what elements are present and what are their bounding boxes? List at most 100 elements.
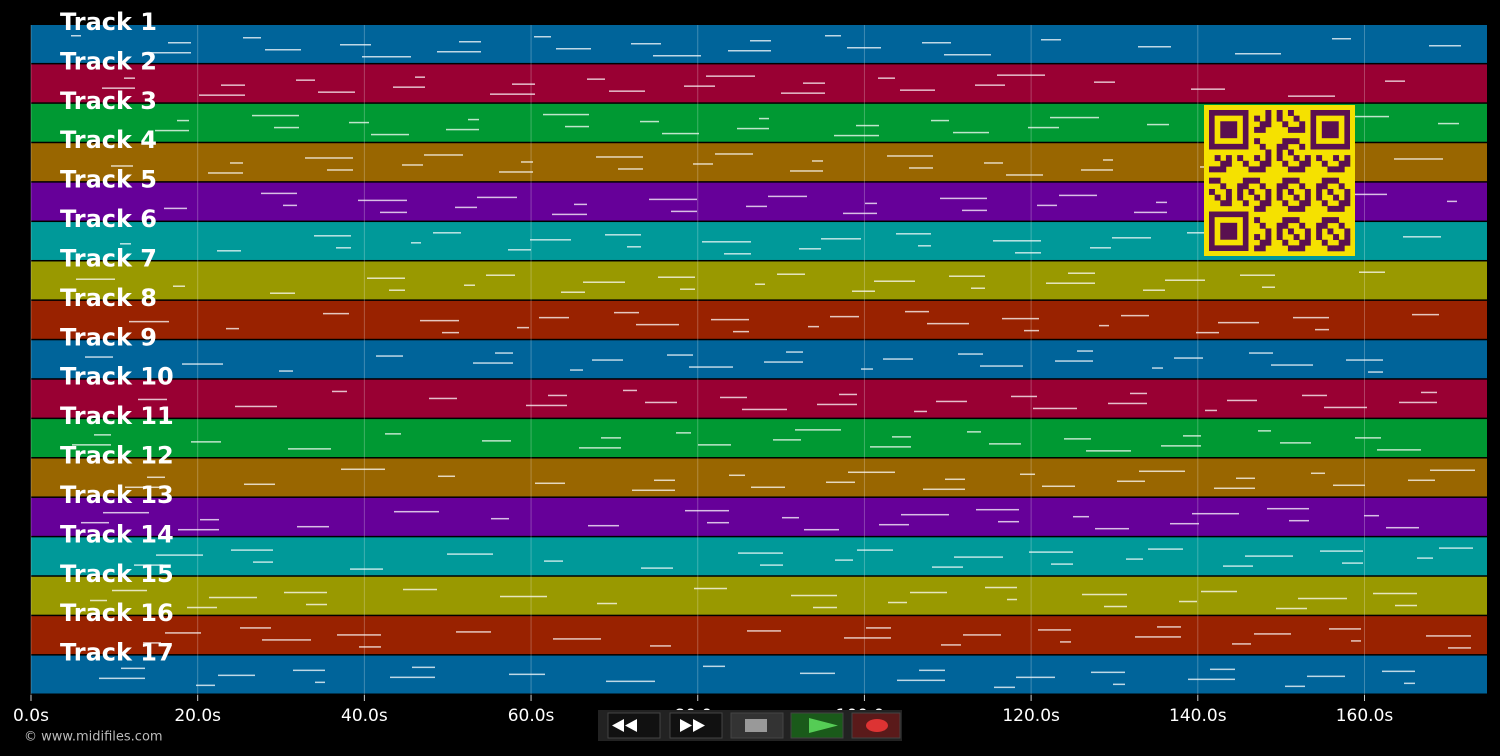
- note-texture: [1156, 201, 1167, 204]
- qr-module: [1259, 245, 1266, 252]
- note-texture: [1183, 435, 1201, 437]
- note-texture: [124, 77, 135, 79]
- qr-module: [1276, 222, 1283, 229]
- note-texture: [711, 318, 749, 321]
- note-texture: [482, 440, 511, 442]
- note-texture: [662, 132, 699, 135]
- qr-module: [1299, 183, 1306, 190]
- note-texture: [1037, 204, 1057, 207]
- note-texture: [318, 91, 355, 93]
- stop-button[interactable]: [730, 712, 784, 739]
- qr-module: [1304, 200, 1311, 207]
- qr-module: [1316, 155, 1323, 162]
- forward-button[interactable]: [669, 712, 723, 739]
- note-texture: [274, 126, 299, 129]
- note-texture: [1302, 394, 1327, 397]
- qr-module: [1225, 188, 1232, 195]
- record-button[interactable]: [851, 712, 901, 739]
- qr-module: [1248, 177, 1255, 184]
- note-texture: [429, 397, 457, 400]
- note-texture: [812, 160, 823, 162]
- track-label: Track 11: [60, 402, 174, 430]
- qr-module: [1316, 234, 1323, 241]
- qr-module: [1344, 160, 1351, 167]
- note-texture: [218, 674, 255, 677]
- qr-module: [1276, 115, 1283, 122]
- qr-module: [1299, 126, 1306, 133]
- qr-module: [1293, 138, 1300, 145]
- note-texture: [1399, 401, 1437, 404]
- note-texture: [1002, 317, 1039, 320]
- qr-module: [1248, 166, 1255, 173]
- note-texture: [936, 400, 967, 403]
- qr-module: [1327, 205, 1334, 212]
- note-texture: [350, 568, 383, 570]
- note-texture: [1077, 350, 1093, 352]
- track-label: Track 2: [60, 47, 157, 75]
- note-texture: [1262, 286, 1275, 288]
- note-texture: [738, 552, 783, 554]
- note-texture: [870, 446, 911, 448]
- qr-module: [1338, 222, 1345, 229]
- rewind-button[interactable]: [607, 712, 661, 739]
- note-texture: [1320, 550, 1363, 552]
- note-texture: [143, 642, 161, 644]
- qr-module: [1282, 138, 1289, 145]
- note-texture: [1236, 477, 1255, 480]
- qr-module: [1287, 110, 1294, 116]
- qr-module: [1287, 188, 1294, 195]
- qr-module: [1225, 200, 1232, 207]
- note-texture: [967, 431, 981, 433]
- note-texture: [376, 355, 403, 357]
- note-texture: [437, 51, 481, 53]
- note-texture: [402, 164, 423, 166]
- qr-module: [1242, 183, 1249, 190]
- note-texture: [1341, 115, 1389, 118]
- qr-module: [1293, 166, 1300, 173]
- note-texture: [446, 128, 479, 131]
- qr-module: [1299, 245, 1306, 252]
- track-label: Track 16: [60, 599, 174, 627]
- note-texture: [490, 93, 535, 95]
- note-texture: [76, 278, 115, 280]
- note-texture: [509, 673, 545, 676]
- qr-module: [1299, 121, 1306, 128]
- note-texture: [1094, 81, 1115, 83]
- play-button[interactable]: [790, 712, 844, 739]
- qr-module: [1316, 183, 1323, 190]
- note-texture: [1382, 670, 1415, 673]
- note-texture: [1448, 647, 1471, 649]
- qr-module: [1287, 177, 1294, 184]
- qr-module: [1259, 126, 1266, 133]
- note-texture: [1324, 406, 1367, 409]
- note-texture: [760, 564, 783, 566]
- note-texture: [800, 672, 835, 675]
- note-texture: [1359, 271, 1385, 273]
- note-texture: [1191, 88, 1225, 90]
- note-texture: [315, 681, 325, 684]
- qr-module: [1344, 200, 1351, 207]
- note-texture: [367, 277, 405, 279]
- note-texture: [262, 639, 311, 641]
- note-texture: [782, 516, 799, 519]
- note-texture: [574, 203, 587, 206]
- note-texture: [914, 410, 927, 413]
- qr-module: [1344, 228, 1351, 235]
- qr-module: [1225, 160, 1232, 167]
- note-texture: [755, 283, 765, 285]
- note-texture: [587, 78, 605, 80]
- track-label: Track 3: [60, 87, 157, 115]
- note-texture: [200, 518, 219, 521]
- note-texture: [980, 365, 1023, 367]
- note-texture: [1196, 331, 1219, 334]
- note-texture: [340, 44, 371, 46]
- note-texture: [684, 85, 715, 87]
- x-tick-label: 140.0s: [1169, 706, 1227, 726]
- qr-module: [1338, 183, 1345, 190]
- qr-module: [1209, 177, 1215, 184]
- note-texture: [1232, 643, 1251, 645]
- note-texture: [556, 48, 591, 50]
- note-texture: [1364, 514, 1379, 517]
- note-texture: [420, 319, 459, 322]
- note-texture: [1121, 314, 1149, 317]
